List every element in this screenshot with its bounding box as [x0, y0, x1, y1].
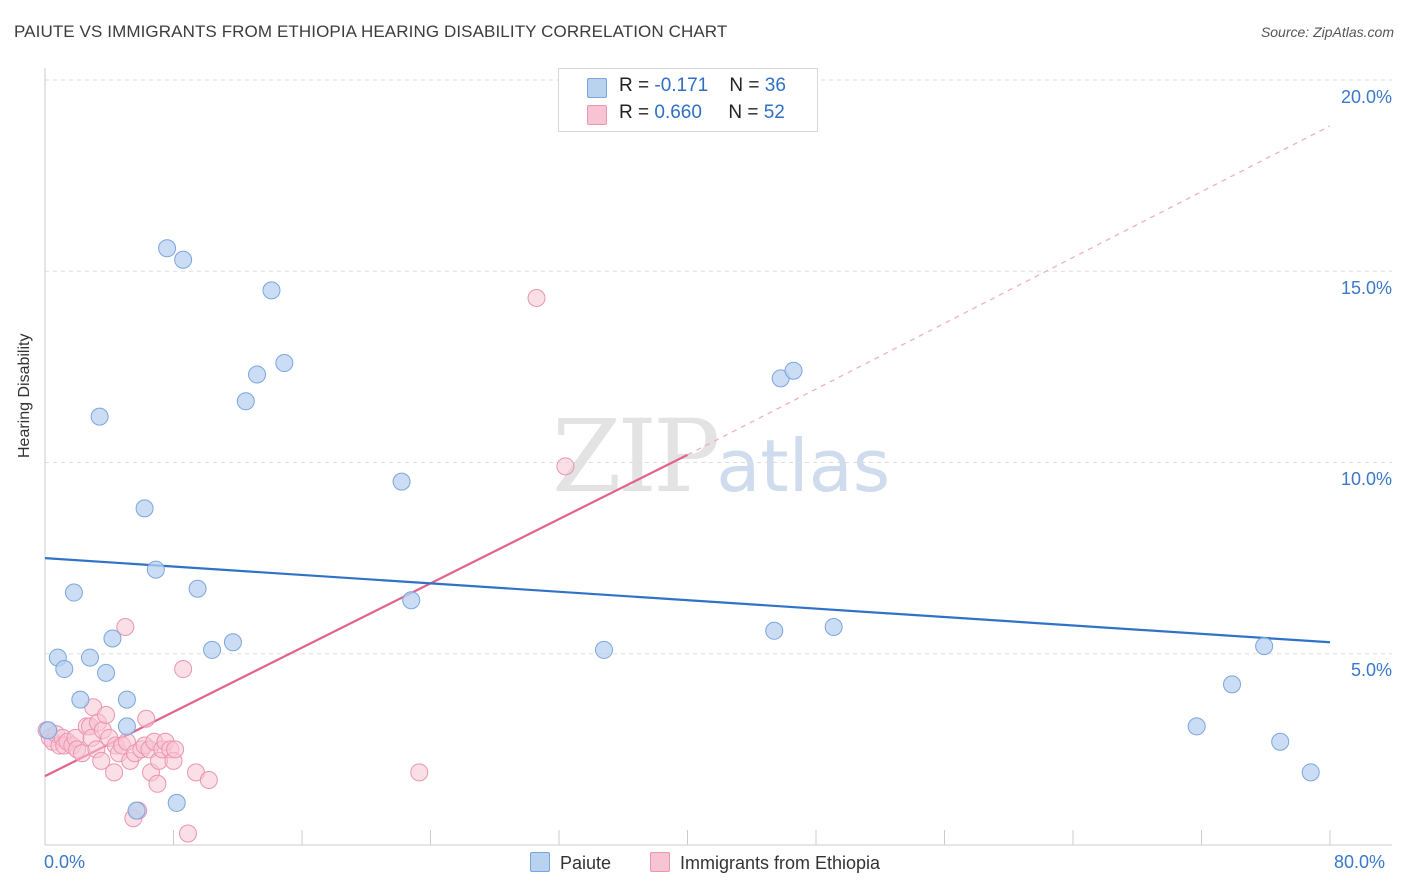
paiute-point	[97, 663, 116, 682]
paiute-point	[765, 621, 784, 640]
paiute-point	[135, 499, 154, 518]
y-tick-label: 10.0%	[1340, 469, 1392, 489]
paiute-point	[117, 717, 136, 736]
paiute-point	[90, 407, 109, 426]
legend-swatch-ethiopia	[587, 105, 607, 125]
paiute-point	[158, 239, 177, 258]
source-credit: Source: ZipAtlas.com	[1260, 24, 1394, 40]
bottom-legend-label: Immigrants from Ethiopia	[680, 853, 881, 873]
legend-swatch-paiute	[587, 78, 607, 98]
paiute-point	[262, 281, 281, 300]
series-paiute-points	[39, 239, 1320, 820]
trend-line-ethiopia	[44, 125, 1331, 778]
legend-n-label: N =	[729, 75, 765, 96]
paiute-point	[71, 690, 90, 709]
paiute-point	[1255, 637, 1274, 656]
paiute-point	[275, 354, 294, 373]
paiute-point	[146, 560, 165, 579]
paiute-point	[1223, 675, 1242, 694]
legend-r-value: 0.660	[654, 102, 702, 123]
legend-n-value: 52	[763, 102, 785, 123]
trend-line-paiute-solid	[44, 557, 1331, 644]
paiute-point	[248, 365, 267, 384]
series-ethiopia-points	[37, 289, 575, 843]
paiute-point	[784, 361, 803, 380]
paiute-point	[402, 591, 421, 610]
trend-line-paiute	[44, 557, 1331, 644]
legend-n-value: 36	[764, 75, 786, 96]
x-tick-label: 80.0%	[1334, 852, 1386, 872]
x-tick-label: 0.0%	[44, 852, 86, 872]
ethiopia-point	[178, 824, 197, 843]
watermark-zip: ZIP	[552, 398, 720, 515]
axes	[44, 68, 1392, 846]
ethiopia-point	[137, 709, 156, 728]
bottom-legend-label: Paiute	[560, 853, 612, 873]
y-tick-label: 15.0%	[1340, 278, 1392, 298]
legend-r-label: R =	[619, 102, 655, 123]
ethiopia-point	[97, 705, 116, 724]
correlation-legend: R = -0.171 N = 36 R = 0.660 N = 52	[558, 68, 818, 132]
ethiopia-point	[148, 774, 167, 793]
y-axis-label: Hearing Disability	[16, 333, 33, 459]
watermark: ZIPatlas	[552, 398, 890, 515]
ethiopia-point	[166, 740, 185, 759]
trend-line-ethiopia-dashed	[687, 125, 1331, 456]
ethiopia-point	[174, 660, 193, 679]
paiute-point	[1301, 763, 1320, 782]
paiute-point	[174, 250, 193, 269]
legend-r-label: R =	[619, 75, 655, 96]
ethiopia-point	[116, 617, 135, 636]
paiute-point	[103, 629, 122, 648]
ethiopia-point	[527, 289, 546, 308]
paiute-point	[167, 793, 186, 812]
legend-n-label: N =	[728, 102, 764, 123]
paiute-point	[223, 633, 242, 652]
paiute-point	[117, 690, 136, 709]
ethiopia-point	[105, 763, 124, 782]
paiute-point	[1187, 717, 1206, 736]
paiute-point	[39, 721, 58, 740]
ethiopia-point	[92, 751, 111, 770]
legend-r-value: -0.171	[654, 75, 709, 96]
paiute-point	[594, 640, 613, 659]
watermark-atlas: atlas	[716, 424, 891, 508]
grid-lines	[45, 79, 1392, 655]
paiute-point	[392, 472, 411, 491]
ethiopia-point	[410, 763, 429, 782]
paiute-point	[127, 801, 146, 820]
paiute-point	[824, 617, 843, 636]
paiute-point	[203, 640, 222, 659]
paiute-point	[236, 392, 255, 411]
chart-title: PAIUTE VS IMMIGRANTS FROM ETHIOPIA HEARI…	[14, 22, 728, 41]
paiute-point	[80, 648, 99, 667]
paiute-point	[64, 583, 83, 602]
ethiopia-point	[199, 770, 218, 789]
paiute-point	[188, 579, 207, 598]
bottom-legend-ethiopia: Immigrants from Ethiopia	[650, 852, 880, 874]
ethiopia-point	[556, 457, 575, 476]
paiute-point	[55, 660, 74, 679]
bottom-legend-paiute: Paiute	[530, 852, 611, 874]
y-tick-label: 5.0%	[1350, 660, 1392, 680]
paiute-point	[1271, 732, 1290, 751]
legend-swatch-paiute	[530, 852, 550, 872]
y-tick-label: 20.0%	[1340, 87, 1392, 107]
legend-swatch-ethiopia	[650, 852, 670, 872]
